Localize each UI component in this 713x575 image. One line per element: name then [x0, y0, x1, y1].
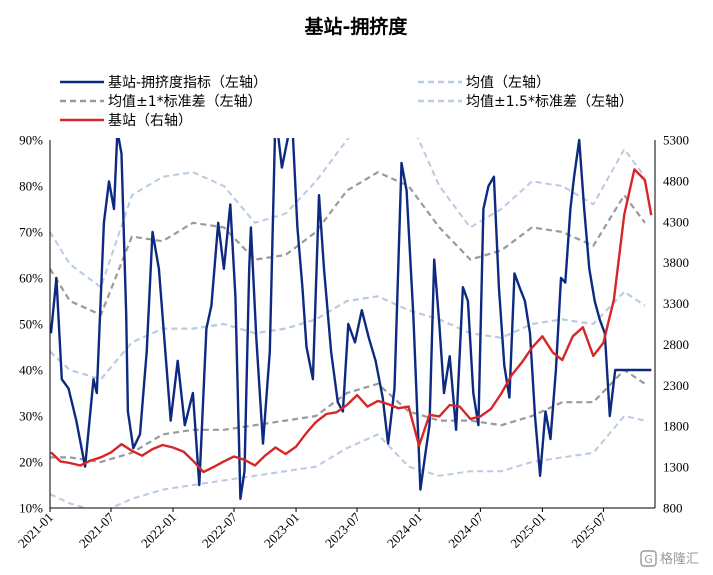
y2-tick-label: 4800 [663, 173, 689, 188]
series-line-price [50, 168, 653, 474]
legend-label: 均值（左轴） [466, 75, 550, 91]
legend-label: 基站（右轴） [108, 112, 192, 129]
legend-label: 均值±1*标准差（左轴） [108, 94, 262, 110]
y-tick-label: 20% [19, 455, 43, 470]
y2-tick-label: 4300 [663, 214, 689, 229]
x-tick-label: 2021-01 [15, 510, 56, 551]
svg-text:G: G [644, 553, 653, 566]
x-tick-label: 2025-07 [568, 509, 610, 551]
legend: 基站-拥挤度指标（左轴） 均值（左轴） 均值±1*标准差（左轴） 均值±1.5*标准差… [60, 74, 633, 129]
y2-tick-label: 2800 [663, 337, 689, 352]
x-tick-label: 2021-07 [76, 509, 118, 551]
x-tick-label: 2023-01 [261, 510, 302, 551]
series-line-sd15_upper [50, 138, 646, 289]
legend-item-sd1: 均值±1*标准差（左轴） [60, 94, 262, 110]
y2-tick-label: 2300 [663, 378, 689, 393]
x-tick-label: 2025-01 [507, 510, 548, 551]
watermark: G 格隆汇 [640, 550, 699, 567]
legend-item-sd15: 均值±1.5*标准差（左轴） [418, 94, 633, 110]
y-tick-label: 50% [19, 317, 43, 332]
y-tick-label: 70% [19, 225, 43, 240]
chart-title: 基站-拥挤度 [304, 15, 409, 38]
y2-tick-label: 1300 [663, 460, 689, 475]
y-tick-label: 10% [19, 501, 43, 516]
series-line-crowd [50, 138, 652, 500]
y2-tick-label: 1800 [663, 419, 689, 434]
y2-tick-label: 3800 [663, 255, 689, 270]
legend-item-price: 基站（右轴） [60, 112, 192, 129]
y-tick-label: 30% [19, 409, 43, 424]
x-tick-label: 2024-01 [384, 510, 425, 551]
y2-tick-label: 3300 [663, 296, 689, 311]
x-tick-label: 2023-07 [322, 509, 364, 551]
legend-label: 基站-拥挤度指标（左轴） [108, 74, 267, 91]
legend-label: 均值±1.5*标准差（左轴） [466, 94, 633, 110]
y-tick-label: 60% [19, 271, 43, 286]
y-tick-label: 80% [19, 179, 43, 194]
y-tick-label: 40% [19, 363, 43, 378]
watermark-logo-icon: G [640, 550, 657, 567]
series-layer [50, 138, 653, 508]
plot-area [50, 138, 653, 508]
y2-tick-label: 800 [663, 501, 683, 516]
y-tick-label: 90% [19, 133, 43, 148]
y2-tick-label: 5300 [663, 133, 689, 148]
x-tick-label: 2022-07 [199, 509, 241, 551]
watermark-text: 格隆汇 [660, 551, 699, 567]
legend-item-crowd: 基站-拥挤度指标（左轴） [60, 74, 267, 91]
x-tick-label: 2022-01 [138, 510, 179, 551]
series-line-sd1_upper [50, 171, 646, 316]
legend-item-mean: 均值（左轴） [418, 75, 550, 91]
x-tick-label: 2024-07 [445, 509, 487, 551]
